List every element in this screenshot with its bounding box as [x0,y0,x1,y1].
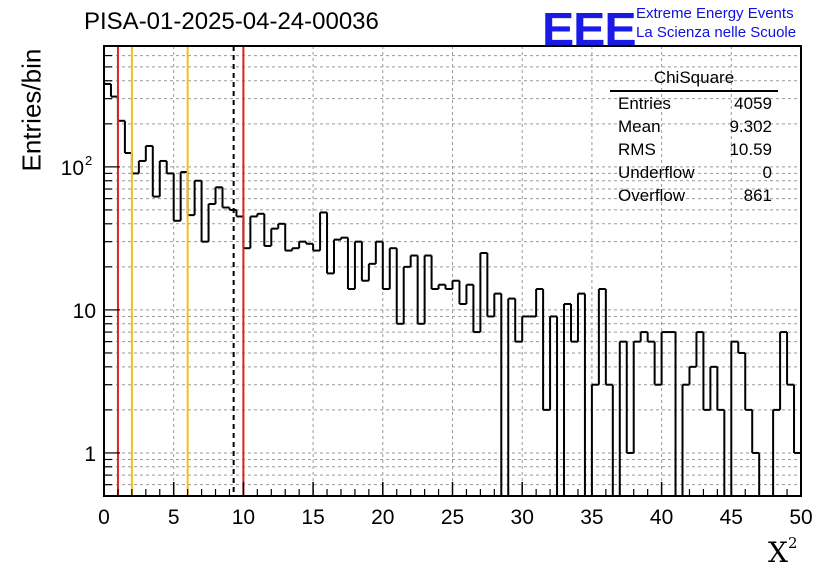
stats-row-rms: RMS 10.59 [610,138,778,161]
logo-caption-line1: Extreme Energy Events [636,5,794,22]
stats-value: 10.59 [729,140,772,159]
stats-label: Mean [618,117,661,136]
stats-value: 9.302 [729,117,772,136]
stats-row-entries: Entries 4059 [610,92,778,115]
y-tick-label-exponent: 2 [85,153,92,168]
y-axis-label: Entries/bin [16,48,47,172]
stats-row-mean: Mean 9.302 [610,115,778,138]
stats-value: 4059 [734,94,772,113]
x-tick-label: 30 [511,506,534,529]
y-tick-label: 10 [61,157,84,180]
y-tick-label: 1 [84,443,96,466]
x-tick-label: 5 [168,506,180,529]
x-tick-label: 45 [720,506,743,529]
eee-logo: EEE [542,3,637,55]
stats-row-underflow: Underflow 0 [610,161,778,184]
x-tick-label: 20 [371,506,394,529]
x-tick-label: 40 [650,506,673,529]
stats-row-overflow: Overflow 861 [610,184,778,207]
y-tick-label: 10 [73,300,96,323]
x-tick-label: 0 [98,506,110,529]
logo-caption: Extreme Energy Events La Scienza nelle S… [636,4,796,42]
x-tick-label: 25 [441,506,464,529]
stats-label: Overflow [618,186,686,205]
stats-value: 0 [762,163,772,182]
x-tick-label: 15 [301,506,324,529]
x-tick-label: 35 [580,506,603,529]
stats-label: Underflow [618,163,695,182]
stats-label: Entries [618,94,671,113]
vertical-lines-layer [116,46,245,496]
stats-box: ChiSquare Entries 4059 Mean 9.302 RMS 10… [610,66,778,207]
x-axis-label-sup: 2 [787,534,798,552]
x-axis-label-base: X [768,536,788,569]
x-axis-label: X2 [768,534,798,569]
stats-label: RMS [618,140,656,159]
x-tick-label: 10 [232,506,255,529]
run-title: PISA-01-2025-04-24-00036 [84,8,379,35]
x-tick-label: 50 [789,506,812,529]
stats-title: ChiSquare [610,66,778,92]
logo-caption-line2: La Scienza nelle Scuole [636,24,797,41]
stats-value: 861 [743,186,772,205]
